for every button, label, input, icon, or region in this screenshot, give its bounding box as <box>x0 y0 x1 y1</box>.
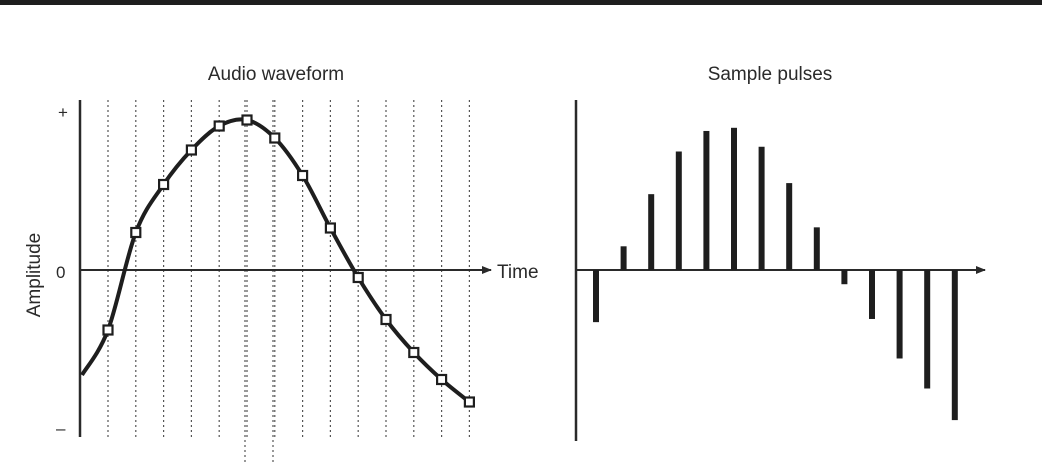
waveform-curve <box>80 117 471 404</box>
sample-point <box>241 114 253 126</box>
sample-point <box>297 169 309 182</box>
sample-pulse-bar <box>620 246 627 270</box>
sample-point <box>102 324 114 336</box>
y-tick-minus: – <box>56 419 66 438</box>
pulses-title: Sample pulses <box>708 64 833 85</box>
sample-pulse-bar <box>951 270 958 421</box>
sample-point <box>185 144 197 156</box>
y-axis-label: Amplitude <box>24 233 45 318</box>
sample-pulse-bar <box>841 270 848 285</box>
sample-pulse-bar <box>924 270 931 389</box>
sample-pulse-bar <box>758 146 765 270</box>
sample-point <box>158 178 170 191</box>
sample-point <box>408 346 420 359</box>
sample-point <box>269 132 281 144</box>
sample-point <box>463 396 475 408</box>
sample-point <box>436 373 448 386</box>
sample-pulse-bar <box>593 270 599 323</box>
sample-pulse-bar <box>813 227 820 270</box>
sample-point <box>213 120 225 132</box>
waveform-title: Audio waveform <box>208 64 344 85</box>
y-tick-zero: 0 <box>56 263 65 282</box>
sample-point <box>352 271 364 284</box>
sample-markers <box>102 114 475 408</box>
sample-pulse-bar <box>786 183 793 270</box>
sample-point <box>130 226 142 239</box>
sample-point <box>324 222 336 234</box>
sample-pulse-bar <box>731 127 737 270</box>
sample-point <box>380 313 392 326</box>
sample-pulse-bar <box>869 270 875 319</box>
sample-pulses <box>593 127 958 421</box>
sample-pulse-bar <box>703 130 710 270</box>
x-axis-label: Time <box>497 262 539 283</box>
sample-pulse-bar <box>648 194 655 270</box>
sample-pulse-bar <box>896 270 903 359</box>
sample-pulse-bar <box>675 151 682 270</box>
y-tick-plus: + <box>58 103 68 122</box>
top-border <box>0 0 1042 5</box>
